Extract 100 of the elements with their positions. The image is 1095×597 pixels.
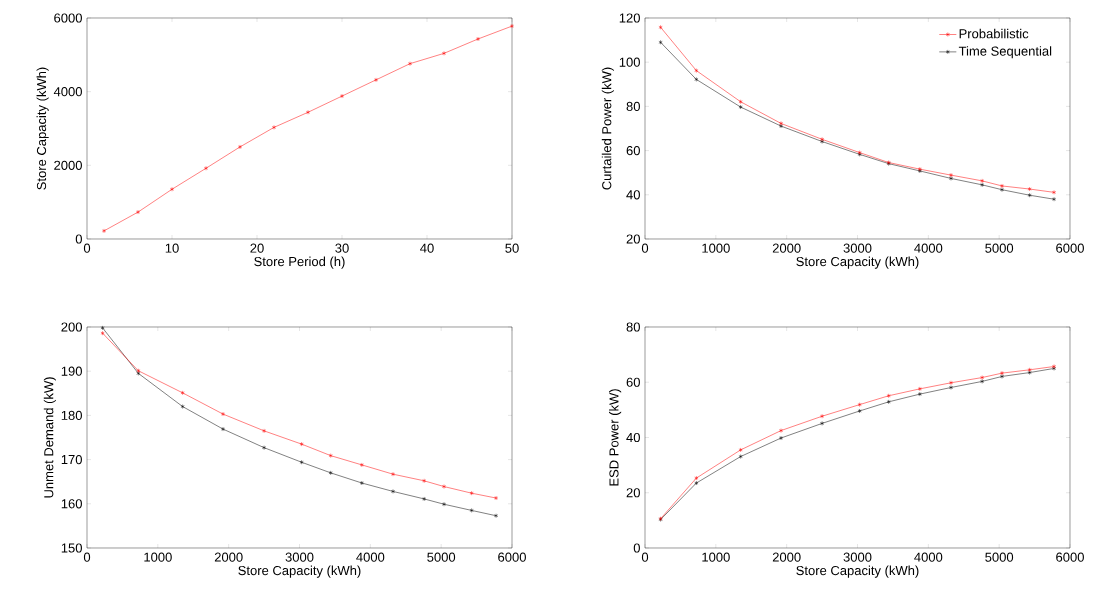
y-axis-title: Store Capacity (kWh): [36, 67, 49, 190]
x-tick-label: 5000: [427, 552, 456, 562]
point: [1000, 374, 1004, 379]
y-tick-label: 150: [61, 543, 82, 553]
x-tick-label: 2000: [772, 243, 801, 253]
x-tick-label: 6000: [498, 552, 526, 562]
point: [469, 490, 474, 496]
point: [442, 484, 446, 489]
x-tick-label: 0: [83, 552, 91, 562]
y-tick-label: 180: [61, 410, 82, 420]
y-tick-label: 20: [626, 234, 640, 244]
y-tick-label: 80: [626, 101, 640, 111]
x-tick-label: 10: [165, 243, 179, 253]
point: [204, 166, 208, 171]
y-tick-label: 20: [626, 488, 640, 498]
y-tick-label: 6000: [54, 13, 82, 23]
point: [408, 61, 412, 66]
x-tick-label: 40: [420, 243, 434, 253]
y-tick-label: 2000: [54, 160, 82, 170]
point: [949, 176, 953, 181]
x-axis-title: Store Capacity (kWh): [796, 565, 919, 578]
x-tick-label: 30: [335, 243, 349, 253]
point: [738, 447, 743, 453]
x-tick-label: 0: [641, 243, 649, 253]
point: [469, 508, 474, 513]
point: [1000, 370, 1004, 376]
point: [1000, 183, 1004, 189]
x-tick-label: 5000: [985, 243, 1014, 253]
point: [262, 445, 267, 450]
y-tick-label: 40: [626, 190, 640, 200]
point: [694, 68, 699, 73]
x-tick-label: 3000: [843, 243, 872, 253]
point: [779, 435, 783, 441]
x-axis-title: Store Capacity (kWh): [796, 256, 919, 269]
x-tick-label: 3000: [285, 552, 314, 562]
point: [422, 478, 427, 484]
point: [221, 411, 225, 417]
point: [738, 454, 743, 459]
point: [328, 453, 333, 458]
point: [917, 391, 922, 397]
point: [949, 172, 953, 178]
point: [391, 489, 395, 494]
point: [170, 187, 174, 192]
point: [359, 480, 364, 486]
point: [180, 390, 185, 396]
x-axis-title: Store Period (h): [254, 256, 345, 269]
legend-label: Time Sequential: [958, 46, 1052, 59]
point: [272, 125, 276, 130]
point: [820, 421, 825, 426]
x-tick-label: 2000: [772, 552, 801, 562]
x-tick-label: 2000: [214, 552, 243, 562]
y-tick-label: 80: [626, 322, 640, 332]
y-tick-label: 100: [619, 57, 640, 67]
point: [886, 399, 891, 405]
point: [328, 470, 333, 476]
x-tick-label: 5000: [985, 552, 1014, 562]
y-tick-label: 4000: [53, 87, 82, 97]
x-tick-label: 1000: [702, 243, 730, 253]
point: [262, 428, 267, 434]
point: [980, 178, 985, 184]
point: [359, 462, 364, 468]
y-tick-label: 0: [75, 234, 82, 244]
point: [980, 182, 985, 188]
x-tick-label: 6000: [1056, 552, 1084, 562]
point: [1000, 187, 1004, 192]
x-tick-label: 3000: [843, 552, 872, 562]
point: [442, 501, 446, 507]
point: [694, 77, 699, 82]
point: [340, 93, 344, 99]
y-tick-label: 170: [61, 454, 82, 465]
x-tick-label: 0: [641, 552, 649, 562]
point: [779, 428, 783, 433]
y-tick-label: 200: [61, 322, 82, 332]
point: [917, 386, 922, 392]
point: [1027, 192, 1032, 198]
point: [857, 408, 862, 414]
x-tick-label: 50: [505, 243, 519, 253]
y-axis-title: ESD Power (kW): [609, 389, 622, 486]
point: [980, 379, 985, 384]
point: [136, 209, 140, 215]
x-tick-label: 6000: [1056, 243, 1084, 253]
point: [1027, 186, 1032, 192]
point: [238, 144, 242, 150]
point: [221, 426, 225, 432]
point: [820, 413, 825, 419]
x-tick-label: 1000: [144, 552, 172, 562]
y-tick-label: 60: [626, 145, 640, 156]
point: [476, 36, 480, 42]
point: [422, 496, 427, 502]
point: [180, 404, 185, 409]
x-tick-label: 4000: [356, 552, 385, 562]
y-axis-title: Curtailed Power (kW): [601, 67, 614, 190]
point: [306, 110, 310, 115]
y-axis-title: Unmet Demand (kW): [43, 377, 56, 498]
point: [694, 475, 699, 481]
x-tick-label: 4000: [914, 243, 943, 253]
point: [980, 375, 985, 380]
point: [949, 385, 953, 390]
y-tick-label: 0: [633, 543, 640, 553]
point: [949, 380, 953, 386]
